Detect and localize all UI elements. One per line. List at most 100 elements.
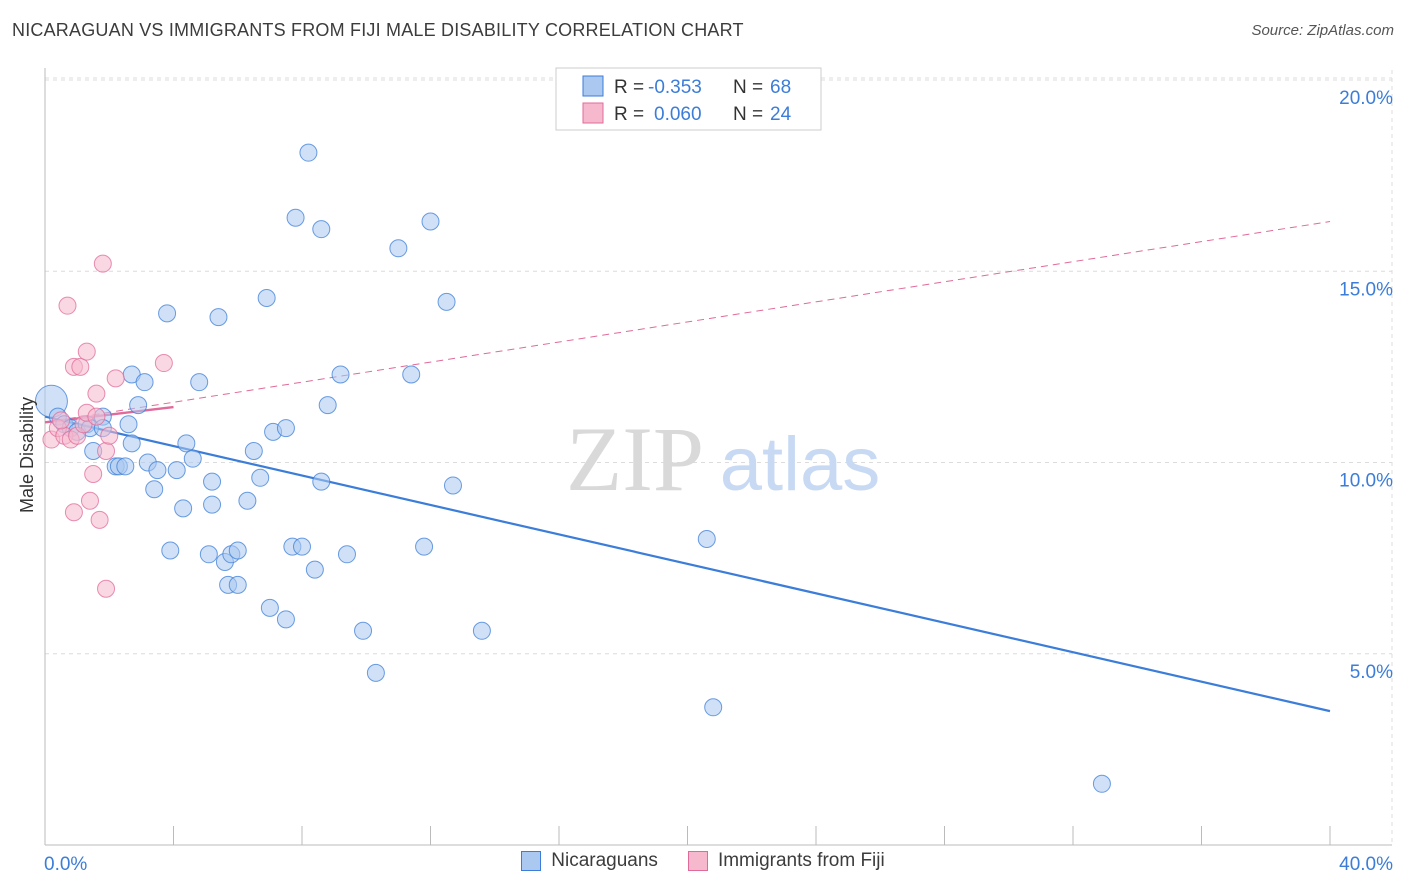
legend-item-nicaraguans[interactable]: Nicaraguans	[521, 850, 658, 872]
trend-line-fiji-extended	[44, 221, 1331, 423]
x-tick-label: 0.0%	[44, 854, 87, 875]
legend-top: R = -0.353 N = 68 R = 0.060 N = 24	[555, 67, 822, 131]
point-nicaraguans[interactable]	[135, 373, 154, 392]
point-nicaraguans[interactable]	[244, 442, 263, 461]
point-nicaraguans[interactable]	[260, 598, 279, 617]
point-nicaraguans[interactable]	[402, 365, 421, 384]
point-nicaraguans[interactable]	[183, 449, 202, 468]
point-nicaraguans[interactable]	[1092, 774, 1111, 793]
point-nicaraguans[interactable]	[437, 292, 456, 311]
legend-n-label: N =	[733, 104, 763, 125]
point-nicaraguans[interactable]	[228, 575, 247, 594]
legend-bottom: Nicaraguans Immigrants from Fiji	[0, 850, 1406, 872]
point-nicaraguans[interactable]	[293, 537, 311, 556]
legend-r-label: R =	[614, 104, 644, 125]
watermark-zip: ZIP	[566, 408, 704, 510]
legend-swatch-fiji	[687, 851, 708, 871]
point-nicaraguans[interactable]	[177, 434, 196, 453]
point-nicaraguans[interactable]	[257, 289, 276, 308]
legend-n-label: N =	[733, 77, 763, 98]
point-fiji[interactable]	[97, 442, 116, 461]
point-fiji[interactable]	[58, 296, 77, 315]
point-fiji[interactable]	[52, 411, 71, 430]
y-tick-label: 5.0%	[1350, 662, 1393, 683]
legend-n-value: 68	[770, 77, 791, 98]
point-nicaraguans[interactable]	[331, 365, 350, 384]
point-fiji[interactable]	[97, 579, 116, 598]
point-nicaraguans[interactable]	[228, 541, 247, 560]
grid-lines	[45, 70, 1393, 845]
point-nicaraguans[interactable]	[318, 396, 337, 415]
legend-swatch-fiji	[582, 102, 604, 124]
tick-labels: 5.0% 10.0% 15.0% 20.0% 0.0% 40.0%	[44, 88, 1393, 875]
point-nicaraguans[interactable]	[276, 419, 295, 438]
point-fiji[interactable]	[84, 464, 103, 483]
point-nicaraguans[interactable]	[209, 308, 228, 327]
y-tick-label: 20.0%	[1339, 88, 1393, 109]
point-nicaraguans[interactable]	[190, 373, 209, 392]
watermark-atlas: atlas	[720, 422, 881, 507]
point-nicaraguans[interactable]	[443, 476, 462, 495]
point-fiji[interactable]	[154, 354, 173, 373]
point-fiji[interactable]	[71, 357, 90, 376]
point-nicaraguans[interactable]	[697, 530, 716, 548]
point-nicaraguans[interactable]	[472, 621, 491, 640]
point-nicaraguans[interactable]	[312, 220, 331, 239]
point-nicaraguans[interactable]	[161, 541, 180, 560]
point-fiji[interactable]	[87, 384, 106, 403]
point-nicaraguans[interactable]	[354, 621, 373, 640]
point-nicaraguans[interactable]	[704, 698, 723, 717]
point-fiji[interactable]	[80, 491, 99, 510]
legend-n-value: 24	[770, 104, 792, 125]
data-points	[34, 143, 1111, 793]
point-nicaraguans[interactable]	[305, 560, 324, 579]
point-fiji[interactable]	[93, 254, 112, 273]
point-fiji[interactable]	[64, 503, 83, 522]
point-nicaraguans[interactable]	[251, 468, 270, 487]
point-nicaraguans[interactable]	[276, 610, 295, 629]
chart-title: NICARAGUAN VS IMMIGRANTS FROM FIJI MALE …	[12, 20, 744, 40]
point-nicaraguans[interactable]	[337, 545, 356, 564]
y-tick-label: 15.0%	[1339, 279, 1393, 300]
point-nicaraguans[interactable]	[119, 415, 138, 434]
point-nicaraguans[interactable]	[421, 212, 440, 231]
point-nicaraguans[interactable]	[145, 480, 164, 499]
point-nicaraguans[interactable]	[238, 491, 257, 510]
point-fiji[interactable]	[106, 369, 125, 388]
point-nicaraguans[interactable]	[167, 461, 186, 480]
x-tick-label: 40.0%	[1339, 854, 1393, 875]
y-tick-label: 10.0%	[1339, 471, 1393, 492]
point-fiji[interactable]	[100, 426, 119, 445]
point-nicaraguans[interactable]	[129, 396, 148, 415]
watermark: ZIP atlas	[566, 408, 880, 510]
point-nicaraguans[interactable]	[415, 537, 434, 556]
point-nicaraguans[interactable]	[116, 457, 135, 476]
point-nicaraguans[interactable]	[312, 472, 331, 491]
axes	[44, 68, 1392, 846]
legend-swatch-nicaraguans	[521, 851, 542, 871]
point-nicaraguans[interactable]	[203, 495, 222, 514]
point-nicaraguans[interactable]	[148, 461, 167, 480]
point-fiji[interactable]	[87, 407, 106, 426]
point-nicaraguans[interactable]	[203, 472, 222, 491]
point-nicaraguans[interactable]	[158, 304, 177, 323]
point-nicaraguans[interactable]	[174, 499, 193, 518]
legend-r-label: R =	[614, 77, 644, 98]
y-axis-label: Male Disability	[17, 397, 37, 513]
point-fiji[interactable]	[77, 342, 96, 361]
point-fiji[interactable]	[90, 510, 109, 529]
point-nicaraguans[interactable]	[199, 545, 218, 564]
point-nicaraguans[interactable]	[389, 239, 408, 258]
legend-r-value: 0.060	[654, 104, 702, 125]
trend-line-nicaraguans	[44, 415, 1331, 713]
legend-item-fiji[interactable]: Immigrants from Fiji	[687, 850, 885, 872]
legend-r-value: -0.353	[648, 77, 702, 98]
legend-label-nicaraguans: Nicaraguans	[551, 850, 658, 871]
point-nicaraguans[interactable]	[286, 208, 305, 227]
point-nicaraguans[interactable]	[299, 143, 318, 162]
point-nicaraguans[interactable]	[122, 434, 141, 453]
legend-swatch-nicaraguans	[582, 75, 604, 97]
legend-label-fiji: Immigrants from Fiji	[717, 850, 885, 871]
point-nicaraguans[interactable]	[366, 663, 385, 682]
